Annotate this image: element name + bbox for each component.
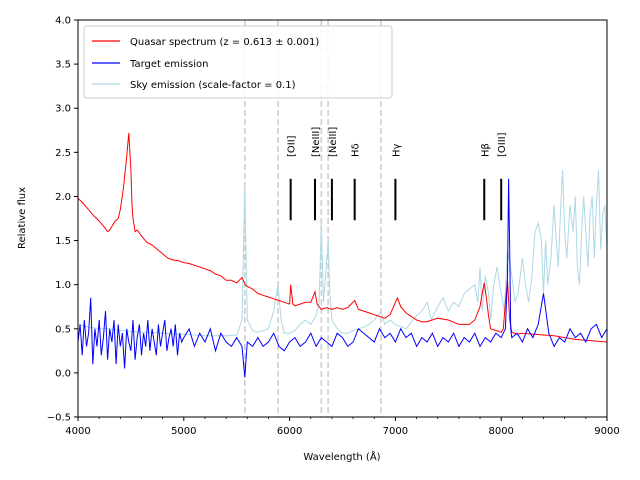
- emission-line-labels: [OII] [NeIII] [NeIII] Hδ Hγ Hβ [OIII]: [287, 127, 509, 157]
- plot-frame: [77, 19, 608, 418]
- emission-label-2: [NeIII]: [328, 127, 339, 157]
- series-line-sky-emission-scale-factor-0-1: [78, 169, 607, 337]
- y-tick-label-9: 4.0: [55, 16, 71, 27]
- y-tick-label-0: −0.5: [47, 413, 71, 424]
- emission-line-markers: [289, 178, 503, 221]
- y-tick-label-3: 1.0: [55, 280, 71, 291]
- x-axis-label: Wavelength (Å): [303, 450, 380, 463]
- emission-label-1: [NeIII]: [311, 127, 322, 157]
- x-axis-ticks: 4000 5000 6000 7000 8000 9000: [65, 417, 620, 437]
- emission-label-3: Hδ: [351, 143, 362, 157]
- y-axis-ticks: −0.5 0.0 0.5 1.0 1.5 2.0 2.5 3.0 3.5 4.0: [47, 16, 78, 424]
- x-tick-label-5: 9000: [594, 426, 619, 437]
- x-tick-label-2: 6000: [277, 426, 302, 437]
- emission-label-0: [OII]: [287, 135, 298, 157]
- series-line-quasar-spectrum: [78, 132, 607, 343]
- x-tick-label-1: 5000: [171, 426, 196, 437]
- legend-label-quasar: Quasar spectrum (z = 0.613 ± 0.001): [130, 37, 319, 48]
- y-tick-label-5: 2.0: [55, 192, 71, 203]
- y-tick-label-1: 0.0: [55, 368, 71, 379]
- y-tick-label-8: 3.5: [55, 60, 71, 71]
- x-tick-label-3: 7000: [383, 426, 408, 437]
- emission-label-4: Hγ: [391, 143, 402, 157]
- emission-label-5: Hβ: [480, 143, 491, 157]
- x-tick-label-0: 4000: [65, 426, 90, 437]
- legend: Quasar spectrum (z = 0.613 ± 0.001) Targ…: [83, 25, 393, 99]
- emission-label-6: [OIII]: [497, 132, 508, 157]
- legend-frame: [83, 25, 393, 99]
- y-axis-label: Relative flux: [17, 187, 28, 249]
- legend-label-sky: Sky emission (scale-factor = 0.1): [130, 80, 296, 91]
- y-tick-label-6: 2.5: [55, 148, 71, 159]
- series-line-target-emission: [78, 178, 607, 378]
- x-tick-label-4: 8000: [488, 426, 513, 437]
- legend-label-target: Target emission: [129, 59, 208, 70]
- y-tick-label-2: 0.5: [55, 324, 71, 335]
- series-layer: [78, 132, 607, 378]
- y-tick-label-4: 1.5: [55, 236, 71, 247]
- y-tick-label-7: 3.0: [55, 104, 71, 115]
